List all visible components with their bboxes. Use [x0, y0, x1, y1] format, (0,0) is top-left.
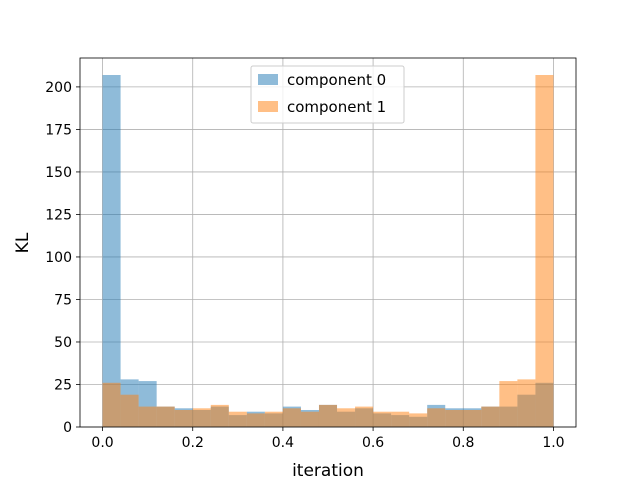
x-tick-label: 0.4 — [272, 435, 294, 451]
bar-component-1-bin-7 — [228, 411, 247, 427]
y-tick-label: 175 — [45, 122, 72, 138]
x-tick-label: 0.8 — [452, 435, 474, 451]
bar-component-1-bin-9 — [264, 411, 283, 427]
bar-component-1-bin-22 — [499, 381, 518, 427]
bars — [102, 75, 554, 427]
bar-component-1-bin-5 — [192, 408, 211, 427]
y-tick-label: 25 — [54, 377, 72, 393]
bar-component-1-bin-20 — [463, 409, 482, 427]
legend-label-component-0: component 0 — [287, 71, 386, 89]
bar-component-0-bin-0 — [102, 75, 121, 427]
y-tick-label: 50 — [54, 335, 72, 351]
x-axis-label: iteration — [292, 461, 364, 480]
x-tick-label: 1.0 — [542, 435, 564, 451]
legend-label-component-1: component 1 — [287, 98, 386, 116]
bar-component-1-bin-2 — [138, 406, 157, 427]
bar-component-1-bin-1 — [120, 394, 139, 427]
bar-component-1-bin-12 — [318, 404, 338, 427]
bar-component-1-bin-10 — [282, 408, 301, 427]
x-tick-label: 0.2 — [182, 435, 204, 451]
y-tick-label: 100 — [45, 250, 72, 266]
legend-frame — [250, 65, 405, 124]
bar-component-1-bin-3 — [156, 406, 175, 427]
y-tick-label: 200 — [45, 80, 72, 96]
bar-component-1-bin-6 — [210, 404, 229, 427]
bar-component-1-bin-13 — [337, 408, 356, 427]
bar-component-1-bin-17 — [409, 413, 428, 427]
bar-component-1-bin-16 — [391, 411, 410, 427]
bar-component-1-bin-24 — [535, 75, 554, 427]
y-tick-label: 125 — [45, 207, 72, 223]
ticks: 0.0 0.2 0.4 0.6 0.8 1.0 0 25 50 75 100 125 150 175 200 — [45, 80, 564, 451]
bar-component-1-bin-23 — [517, 379, 536, 427]
bar-component-1-bin-21 — [481, 406, 500, 427]
x-tick-label: 0.6 — [362, 435, 384, 451]
y-tick-label: 0 — [63, 420, 72, 436]
y-tick-label: 150 — [45, 165, 72, 181]
y-axis-label: KL — [13, 232, 33, 253]
bar-component-1-bin-15 — [373, 411, 392, 427]
legend-swatch-component-0 — [258, 74, 278, 85]
legend-swatch-component-1 — [258, 101, 278, 112]
axes — [79, 57, 577, 428]
bar-component-1-bin-18 — [427, 408, 446, 427]
bar-component-1-bin-11 — [300, 411, 319, 427]
bar-component-1-bin-8 — [246, 413, 265, 427]
bar-component-1-bin-19 — [445, 409, 464, 427]
legend: component 0 component 1 — [250, 65, 405, 124]
x-tick-label: 0.0 — [91, 435, 113, 451]
bar-component-1-bin-0 — [102, 382, 121, 427]
plot-frame — [79, 57, 577, 428]
y-tick-label: 75 — [54, 292, 72, 308]
bar-component-1-bin-14 — [355, 406, 374, 427]
bar-component-1-bin-4 — [174, 409, 193, 427]
